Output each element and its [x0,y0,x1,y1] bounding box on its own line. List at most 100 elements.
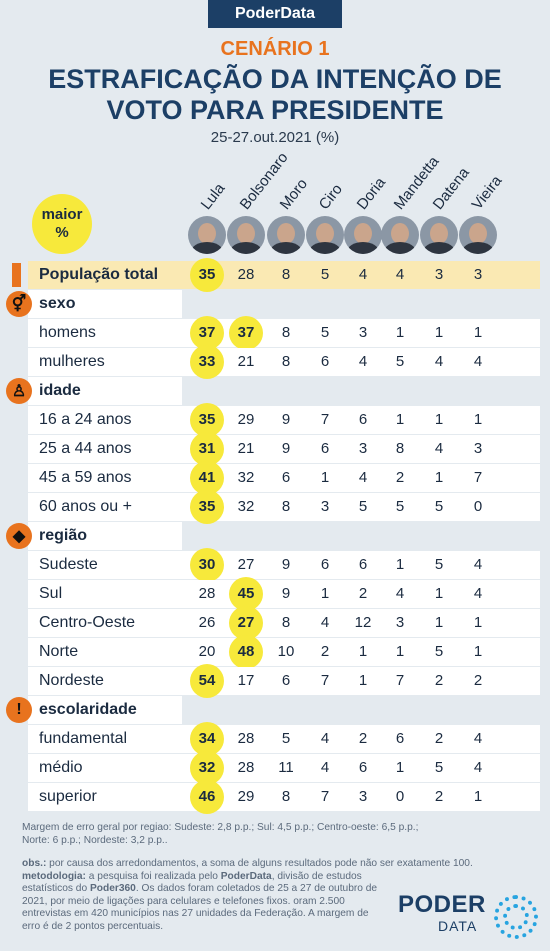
value-cell-moro: 5 [281,730,291,747]
value-cell-doria: 2 [358,585,368,602]
value-cell-vieira: 3 [473,266,483,283]
value-cell-datena: 5 [434,498,444,515]
value-cell-doria: 4 [358,469,368,486]
value-cell-doria: 3 [358,788,368,805]
method-text-4: . Os dados foram coletados de 25 a 27 de… [135,883,378,894]
margin-note-line-1: Margem de erro geral por regiao: Sudeste… [22,822,419,833]
value-cell-lula: 30 [190,548,224,582]
method-bold-1: PoderData [220,870,272,882]
value-cell-moro: 10 [277,643,295,660]
candidate-name-doria: Doria [353,174,390,213]
value-cell-lula: 32 [190,751,224,785]
table-row: 45 a 59 anos 41 32 6 1 4 2 1 7 [28,461,540,495]
body-shape [423,242,455,254]
logo-sun-inner-icon [503,904,529,930]
section-shade [28,290,182,318]
value-cell-mandetta: 1 [395,759,405,776]
maior-percent: % [55,224,69,241]
value-cell-moro: 6 [281,672,291,689]
value-cell-ciro: 4 [320,614,330,631]
value-cell-moro: 8 [281,324,291,341]
value-cell-datena: 1 [434,585,444,602]
exclamation-icon: ! [6,697,32,723]
row-label: Norte [39,643,79,660]
value-cell-doria: 6 [358,411,368,428]
value-cell-moro: 6 [281,469,291,486]
value-cell-vieira: 1 [473,788,483,805]
value-cell-vieira: 1 [473,324,483,341]
value-cell-lula: 35 [190,258,224,292]
method-text-5: 2021, por meio de ligações para celulare… [22,895,345,907]
value-cell-moro: 8 [281,353,291,370]
title-line-1: ESTRAFICAÇÃO DA INTENÇÃO DE [48,64,502,94]
table-row: mulheres 33 21 8 6 4 5 4 4 [28,345,540,379]
value-cell-vieira: 4 [473,730,483,747]
method-text-1: a pesquisa foi realizada pelo [85,870,221,882]
value-cell-doria: 6 [358,556,368,573]
value-cell-bolsonaro: 29 [237,411,255,428]
value-cell-moro: 8 [281,788,291,805]
value-cell-bolsonaro: 17 [237,672,255,689]
value-cell-moro: 9 [281,411,291,428]
table-row: médio 32 28 11 4 6 1 5 4 [28,751,540,785]
value-cell-doria: 12 [354,614,372,631]
method-text-6: entrevistas em 420 municípios nas 27 uni… [22,908,369,919]
candidate-photo-ciro [306,216,344,254]
value-cell-mandetta: 1 [395,324,405,341]
value-cell-lula: 31 [190,432,224,466]
candidate-photo-vieira [459,216,497,254]
value-cell-doria: 6 [358,759,368,776]
total-marker [12,263,21,287]
row-label: Sul [39,585,63,602]
value-cell-datena: 5 [434,759,444,776]
method-label: metodologia: [22,870,86,882]
gender-icon: ⚥ [6,291,32,317]
value-cell-datena: 5 [434,556,444,573]
value-cell-bolsonaro: 32 [237,469,255,486]
section-região: região [28,522,540,550]
table-row: homens 37 37 8 5 3 1 1 1 [28,316,540,350]
row-label: fundamental [39,730,128,747]
face-shape [316,223,334,244]
row-label: sexo [39,295,76,312]
scenario-label: CENÁRIO 1 [220,38,330,60]
row-label: 25 a 44 anos [39,440,132,457]
value-cell-vieira: 2 [473,672,483,689]
value-cell-bolsonaro: 28 [237,266,255,283]
body-shape [384,242,416,254]
value-cell-lula: 28 [198,585,216,602]
value-cell-mandetta: 0 [395,788,405,805]
value-cell-vieira: 4 [473,353,483,370]
body-shape [462,242,494,254]
face-shape [391,223,409,244]
value-cell-vieira: 0 [473,498,483,515]
row-label: População total [39,266,159,283]
value-cell-bolsonaro: 21 [237,353,255,370]
candidate-name-lula: Lula [197,180,229,213]
value-cell-mandetta: 3 [395,614,405,631]
candidate-photo-mandetta [381,216,419,254]
table-row: fundamental 34 28 5 4 2 6 2 4 [28,722,540,756]
logo-word-poder: PODER [398,891,486,918]
value-cell-lula: 54 [190,664,224,698]
value-cell-doria: 2 [358,730,368,747]
value-cell-bolsonaro: 29 [237,788,255,805]
logo-word-data: DATA [438,918,478,934]
candidate-photo-moro [267,216,305,254]
value-cell-bolsonaro: 28 [237,759,255,776]
face-shape [469,223,487,244]
candidate-photo-doria [344,216,382,254]
value-cell-datena: 1 [434,324,444,341]
face-shape [354,223,372,244]
row-label: médio [39,759,83,776]
value-cell-bolsonaro: 21 [237,440,255,457]
value-cell-moro: 9 [281,556,291,573]
value-cell-lula: 33 [190,345,224,379]
value-cell-lula: 37 [190,316,224,350]
value-cell-datena: 1 [434,614,444,631]
value-cell-mandetta: 6 [395,730,405,747]
brand-header: PoderData [208,0,342,28]
body-shape [191,242,223,254]
value-cell-lula: 34 [190,722,224,756]
value-cell-lula: 41 [190,461,224,495]
